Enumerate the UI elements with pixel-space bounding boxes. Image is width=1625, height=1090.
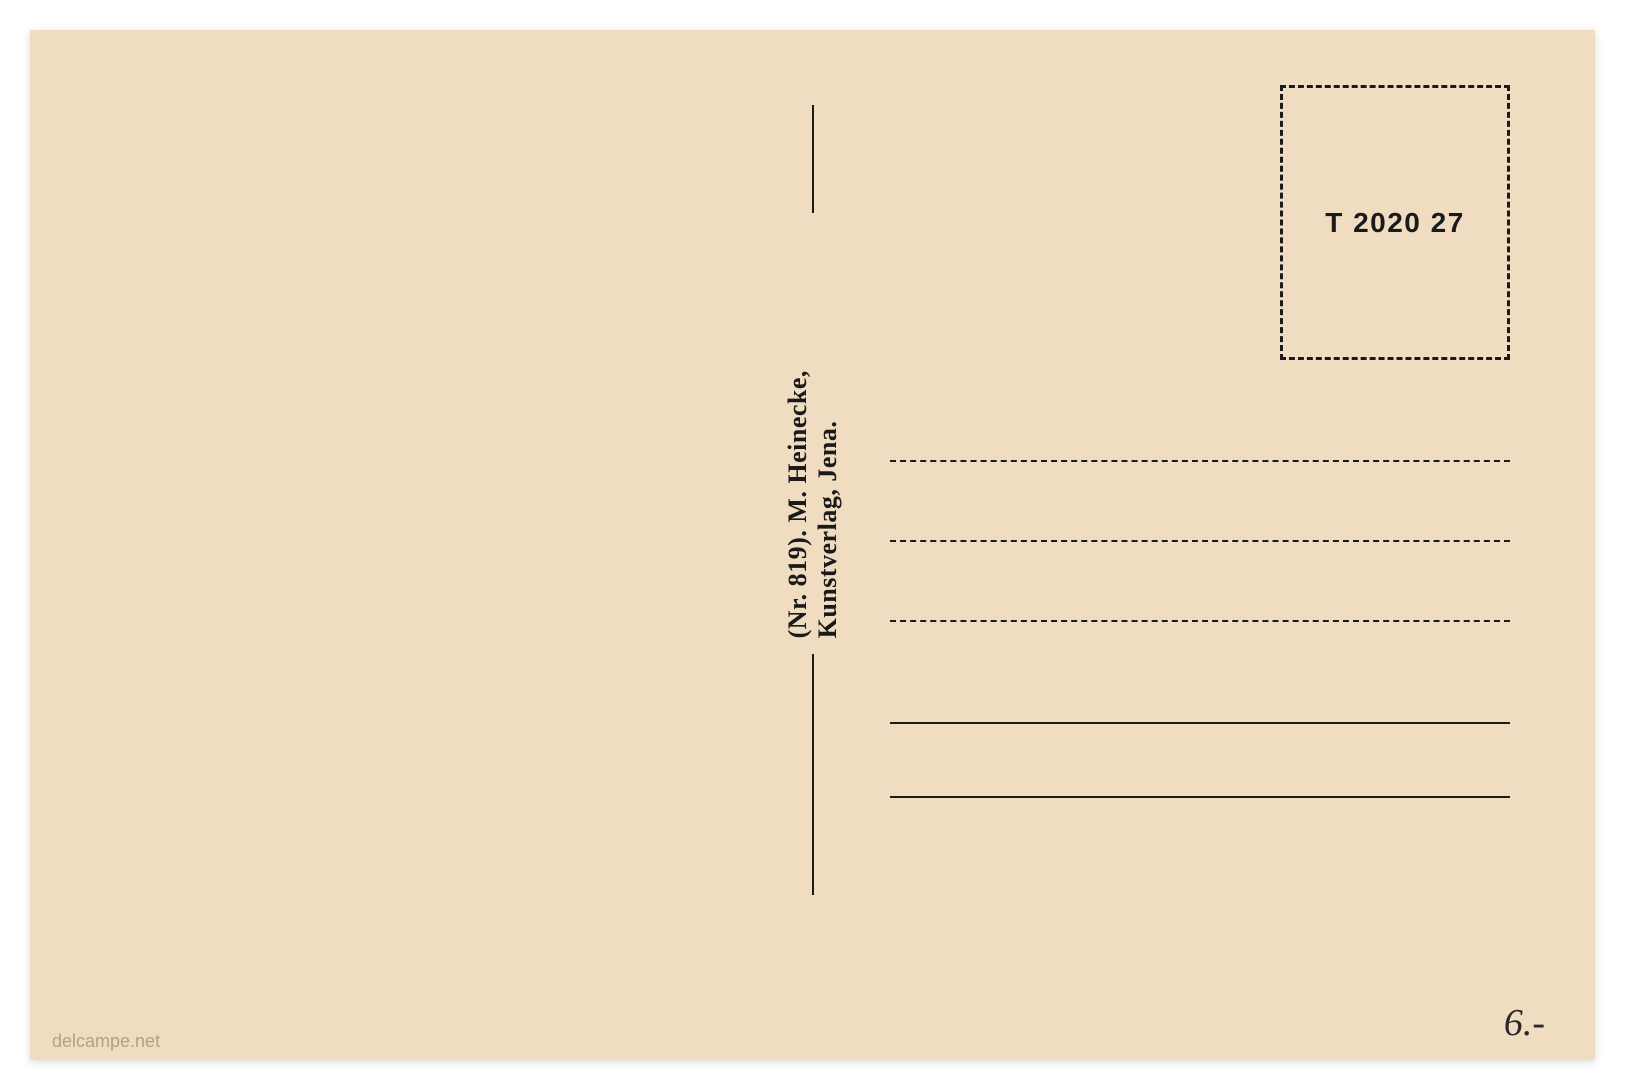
stamp-placeholder: T 2020 27 [1280, 85, 1510, 360]
address-section [890, 460, 1510, 876]
address-line [890, 460, 1510, 462]
address-line [890, 540, 1510, 542]
postcard-back: (Nr. 819). M. Heinecke, Kunstverlag, Jen… [30, 30, 1595, 1060]
price-annotation: 6.- [1504, 1001, 1545, 1045]
watermark: delcampe.net [52, 1031, 160, 1052]
divider-line-top [812, 105, 814, 213]
stamp-code: T 2020 27 [1325, 207, 1465, 239]
address-line [890, 722, 1510, 724]
address-line [890, 620, 1510, 622]
center-divider: (Nr. 819). M. Heinecke, Kunstverlag, Jen… [798, 105, 828, 895]
publisher-info: (Nr. 819). M. Heinecke, Kunstverlag, Jen… [783, 213, 843, 653]
divider-line-bottom [812, 654, 814, 895]
address-line [890, 796, 1510, 798]
